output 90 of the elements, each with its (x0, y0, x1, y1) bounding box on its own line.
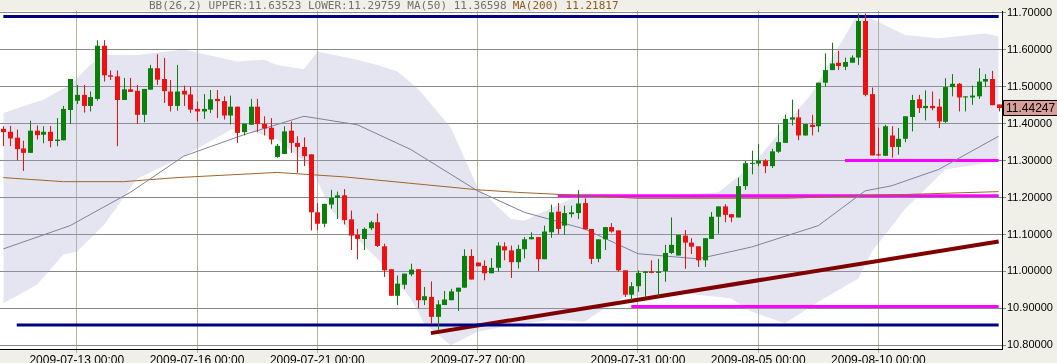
candlestick (175, 64, 180, 112)
candlestick (155, 53, 160, 86)
candlestick (790, 99, 795, 127)
y-tick-label: 11.30000 (1007, 153, 1053, 166)
x-tick-label: 2009-07-16 00:00 (149, 352, 245, 363)
y-tick-label: 11.70000 (1007, 5, 1053, 18)
candlestick (629, 281, 634, 301)
y-tick-label: 11.20000 (1007, 190, 1053, 203)
candlestick (556, 202, 561, 235)
candlestick (937, 98, 942, 129)
text: 11.44247 (1006, 101, 1056, 116)
x-tick-label: 2009-07-13 00:00 (29, 352, 125, 363)
y-tick-label: 11.00000 (1007, 264, 1053, 277)
candlestick (469, 248, 474, 281)
candlestick (696, 245, 701, 268)
candlestick (903, 115, 908, 143)
candlestick (8, 125, 13, 147)
candlestick (48, 125, 53, 148)
candlestick (522, 236, 527, 259)
candlestick (228, 95, 233, 125)
candlestick (536, 236, 541, 272)
candlestick (562, 205, 567, 236)
candlestick (643, 270, 648, 298)
chart-subtitle: BB(26,2) UPPER:11.63523 LOWER:11.29759 MA(50) 11.36598 (149, 0, 507, 12)
candlestick (262, 115, 267, 136)
candlestick (890, 125, 895, 159)
candlestick (896, 127, 901, 156)
candlestick (482, 259, 487, 281)
candlestick (82, 84, 87, 114)
y-tick-label: 11.10000 (1007, 227, 1053, 240)
candlestick (603, 226, 608, 251)
candlestick (509, 245, 514, 279)
candlestick (188, 86, 193, 114)
candlestick (636, 269, 641, 293)
y-tick-label: 10.90000 (1007, 301, 1053, 314)
candlestick (656, 258, 661, 298)
y-tick-label: 10.80000 (1007, 338, 1053, 351)
candlestick (930, 91, 935, 111)
candlestick (830, 42, 835, 71)
candlestick (269, 117, 274, 145)
candlestick (422, 286, 427, 306)
candlestick (663, 244, 668, 283)
candlestick (335, 191, 340, 220)
candlestick (716, 205, 721, 235)
x-tick-label: 2009-08-05 00:00 (710, 352, 806, 363)
candlestick (796, 108, 801, 141)
x-tick-label: 2009-07-27 00:00 (430, 352, 526, 363)
candlestick (395, 274, 400, 306)
candlestick (315, 202, 320, 231)
candlestick (823, 52, 828, 88)
candlestick (923, 89, 928, 121)
candlestick (910, 94, 915, 132)
candlestick (549, 204, 554, 239)
candlestick (917, 94, 922, 114)
candlestick (596, 238, 601, 263)
candlestick (329, 189, 334, 210)
candlestick (289, 120, 294, 154)
candlestick (75, 84, 80, 105)
candlestick (502, 241, 507, 261)
candlestick (683, 229, 688, 270)
candlestick (215, 89, 220, 119)
candlestick (88, 91, 93, 112)
candlestick (743, 160, 748, 191)
candlestick (168, 79, 173, 112)
candlestick (429, 280, 434, 325)
x-tick-label: 2009-07-31 00:00 (590, 352, 686, 363)
candlestick (576, 189, 581, 220)
candlestick (810, 114, 815, 136)
candlestick (282, 125, 287, 155)
x-tick-label: 2009-08-10 00:00 (831, 352, 927, 363)
y-tick-label: 11.60000 (1007, 42, 1053, 55)
candlestick (516, 244, 521, 269)
candlestick (362, 226, 367, 251)
candlestick (162, 57, 167, 104)
candlestick (375, 212, 380, 248)
x-tick-label: 2009-07-21 00:00 (269, 352, 365, 363)
annotation: MA(200) 11.21817 (512, 0, 619, 12)
candlestick (977, 67, 982, 100)
candlestick (496, 241, 501, 273)
candlestick (28, 120, 33, 154)
candlestick (115, 69, 120, 147)
y-tick-label: 11.40000 (1007, 116, 1053, 129)
candlestick (669, 216, 674, 255)
candlestick (957, 82, 962, 112)
y-tick-label: 11.50000 (1007, 79, 1053, 92)
candlestick (295, 135, 300, 174)
candlestick (255, 98, 260, 133)
candlestick (249, 98, 254, 126)
candlestick (222, 95, 227, 121)
candlestick (302, 136, 307, 167)
